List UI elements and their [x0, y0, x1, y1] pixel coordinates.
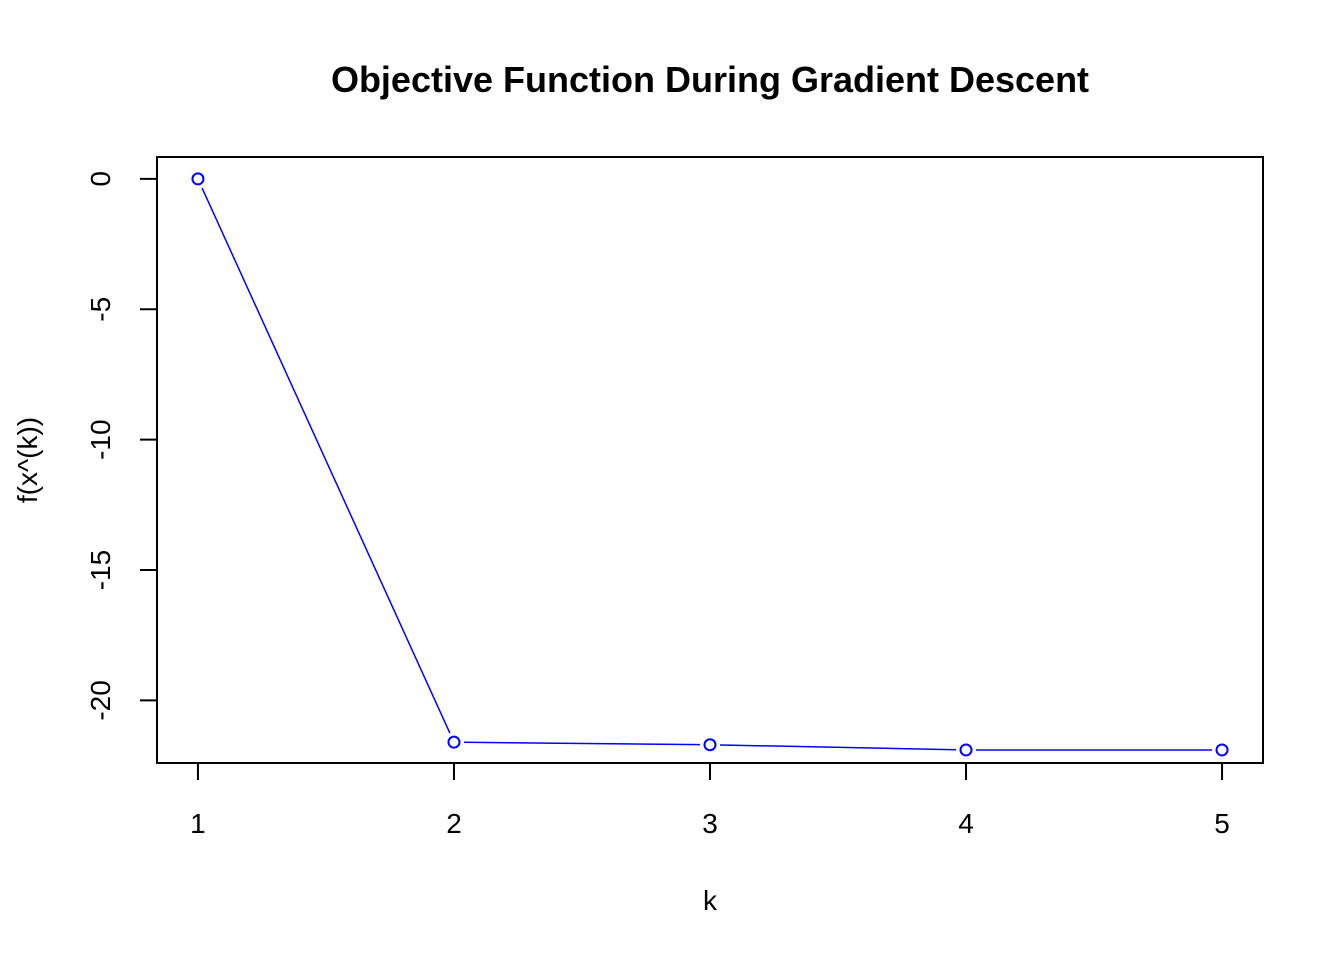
series-segment: [719, 744, 957, 751]
chart-title: Objective Function During Gradient Desce…: [331, 59, 1089, 100]
series-layer: [191, 172, 1229, 757]
data-point: [447, 735, 461, 749]
data-point: [1215, 743, 1229, 757]
x-axis-label: k: [703, 885, 718, 916]
x-tick-label-1: 1: [190, 808, 206, 839]
x-axis: 1 2 3 4 5: [190, 763, 1230, 839]
y-tick-label--10: -10: [85, 419, 116, 459]
y-tick-label-0: 0: [85, 171, 116, 187]
y-tick-label--15: -15: [85, 550, 116, 590]
x-tick-label-3: 3: [702, 808, 718, 839]
y-tick-label--20: -20: [85, 680, 116, 720]
y-axis: 0 -5 -10 -15 -20: [85, 171, 157, 721]
y-axis-label: f(x^(k)): [12, 417, 43, 503]
series-segment: [463, 741, 701, 746]
plot-frame: [156, 156, 1264, 764]
x-tick-label-4: 4: [958, 808, 974, 839]
x-tick-label-5: 5: [1214, 808, 1230, 839]
y-tick-label--5: -5: [85, 297, 116, 322]
data-point: [959, 743, 973, 757]
series-segment: [201, 187, 451, 734]
data-point: [703, 738, 717, 752]
data-point: [191, 172, 205, 186]
x-tick-label-2: 2: [446, 808, 462, 839]
